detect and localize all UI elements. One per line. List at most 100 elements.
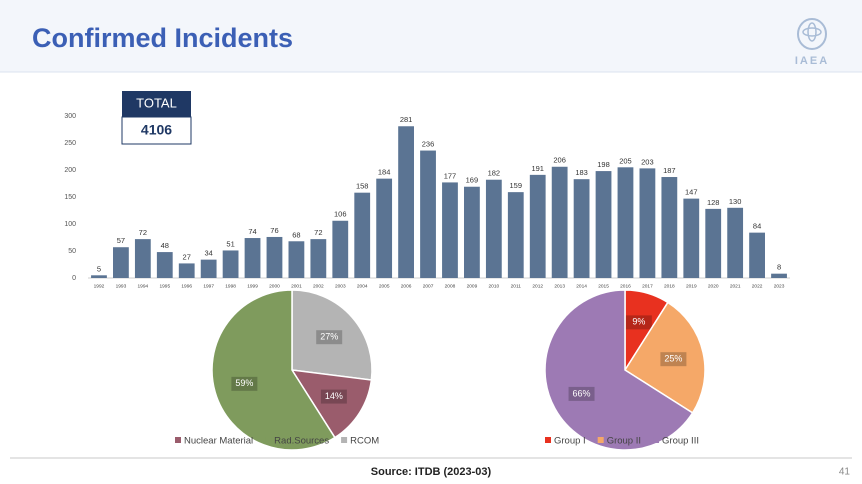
x-tick-label: 2001	[291, 283, 302, 289]
legend-swatch	[653, 437, 660, 443]
logo-orbit	[807, 22, 817, 42]
bar-value-label: 72	[139, 228, 147, 237]
bar-value-label: 198	[597, 160, 610, 169]
bar-value-label: 182	[488, 169, 501, 178]
bar-value-label: 106	[334, 210, 347, 219]
logo-ring	[797, 18, 827, 50]
bar-value-label: 187	[663, 166, 676, 175]
bar-value-label: 74	[248, 227, 256, 236]
x-tick-label: 2019	[686, 283, 697, 289]
pie-label-bg	[568, 386, 595, 401]
x-tick-label: 2016	[620, 283, 631, 289]
x-tick-label: 2003	[335, 283, 346, 289]
bar	[529, 174, 546, 278]
bar	[595, 171, 612, 278]
bar	[749, 232, 765, 278]
x-tick-label: 2010	[489, 283, 500, 289]
x-tick-label: 2005	[379, 283, 390, 289]
pie-label-bg	[625, 315, 652, 330]
x-tick-label: 1993	[116, 283, 127, 289]
bar-value-label: 205	[619, 156, 632, 165]
pie-slice	[211, 289, 336, 451]
bar-value-label: 76	[270, 226, 278, 235]
slide-title: Confirmed Incidents	[32, 23, 293, 53]
bar	[200, 259, 217, 278]
bar	[222, 250, 239, 278]
bar	[617, 167, 634, 278]
legend-swatch	[545, 437, 551, 443]
total-box: TOTAL 4106	[121, 91, 192, 145]
pie-label-bg	[320, 389, 347, 404]
bar-value-label: 34	[204, 249, 212, 258]
logo-orbit	[802, 27, 822, 37]
pie-label-bg	[316, 330, 343, 345]
bar-value-label: 130	[729, 197, 742, 206]
bar	[156, 252, 173, 278]
bar	[332, 220, 349, 278]
pie-value-label: 66%	[573, 388, 591, 398]
x-tick-label: 2009	[467, 283, 478, 289]
bar	[727, 207, 744, 278]
bar-value-label: 184	[378, 168, 391, 177]
header-band	[0, 0, 862, 72]
bar	[134, 239, 151, 278]
bar-value-label: 57	[117, 236, 125, 245]
x-tick-label: 2018	[664, 283, 675, 289]
bar	[420, 150, 436, 278]
x-tick-label: 1996	[181, 283, 192, 289]
bar-value-label: 281	[400, 115, 413, 124]
bar-value-label: 159	[510, 181, 523, 190]
x-tick-label: 2015	[598, 283, 609, 289]
pie-value-label: 25%	[664, 354, 682, 364]
bar-value-label: 206	[553, 156, 566, 165]
y-tick-label: 100	[64, 221, 76, 228]
bar	[683, 198, 700, 278]
bar	[266, 236, 283, 278]
source-note: Source: ITDB (2023-03)	[371, 466, 492, 478]
x-tick-label: 2007	[423, 283, 434, 289]
pie-label-bg	[660, 352, 687, 367]
total-label: TOTAL	[136, 95, 177, 110]
x-tick-label: 2020	[708, 283, 719, 289]
bar-value-label: 27	[183, 252, 191, 261]
bar	[354, 192, 371, 278]
bar	[310, 239, 327, 278]
bar-value-label: 236	[422, 140, 435, 149]
pie-slice	[291, 289, 373, 381]
y-tick-label: 0	[72, 275, 76, 282]
bar-value-label: 5	[97, 264, 101, 273]
y-tick-label: 150	[64, 194, 76, 201]
bar	[178, 263, 195, 278]
legend-label: Group II	[607, 436, 641, 447]
y-tick-label: 200	[64, 167, 76, 174]
page-number: 41	[839, 467, 851, 478]
bar	[288, 241, 305, 278]
x-tick-label: 2004	[357, 283, 368, 289]
pie-value-label: 14%	[325, 391, 343, 401]
pie-slice	[290, 369, 373, 439]
bar-value-label: 203	[641, 157, 654, 166]
pie-slice	[623, 301, 706, 414]
bar-value-label: 68	[292, 230, 300, 239]
total-header	[122, 91, 191, 117]
bar	[376, 178, 393, 278]
x-tick-label: 1998	[225, 283, 236, 289]
bar	[398, 126, 414, 278]
legend-label: RCOM	[350, 436, 379, 447]
bar	[113, 247, 129, 278]
x-tick-label: 2013	[554, 283, 565, 289]
x-tick-label: 2021	[730, 283, 741, 289]
x-tick-label: 1992	[94, 283, 105, 289]
y-tick-label: 300	[64, 113, 76, 120]
pie-value-label: 27%	[320, 332, 338, 342]
x-tick-label: 2023	[774, 283, 785, 289]
bar	[639, 168, 656, 278]
x-tick-label: 2000	[269, 283, 280, 289]
y-tick-label: 50	[68, 248, 76, 255]
bar-value-label: 84	[753, 222, 761, 231]
legend-label: Rad.Sources	[274, 436, 329, 447]
bar	[91, 275, 107, 278]
legend-swatch	[265, 437, 272, 443]
legend-label: Group I	[554, 436, 586, 447]
